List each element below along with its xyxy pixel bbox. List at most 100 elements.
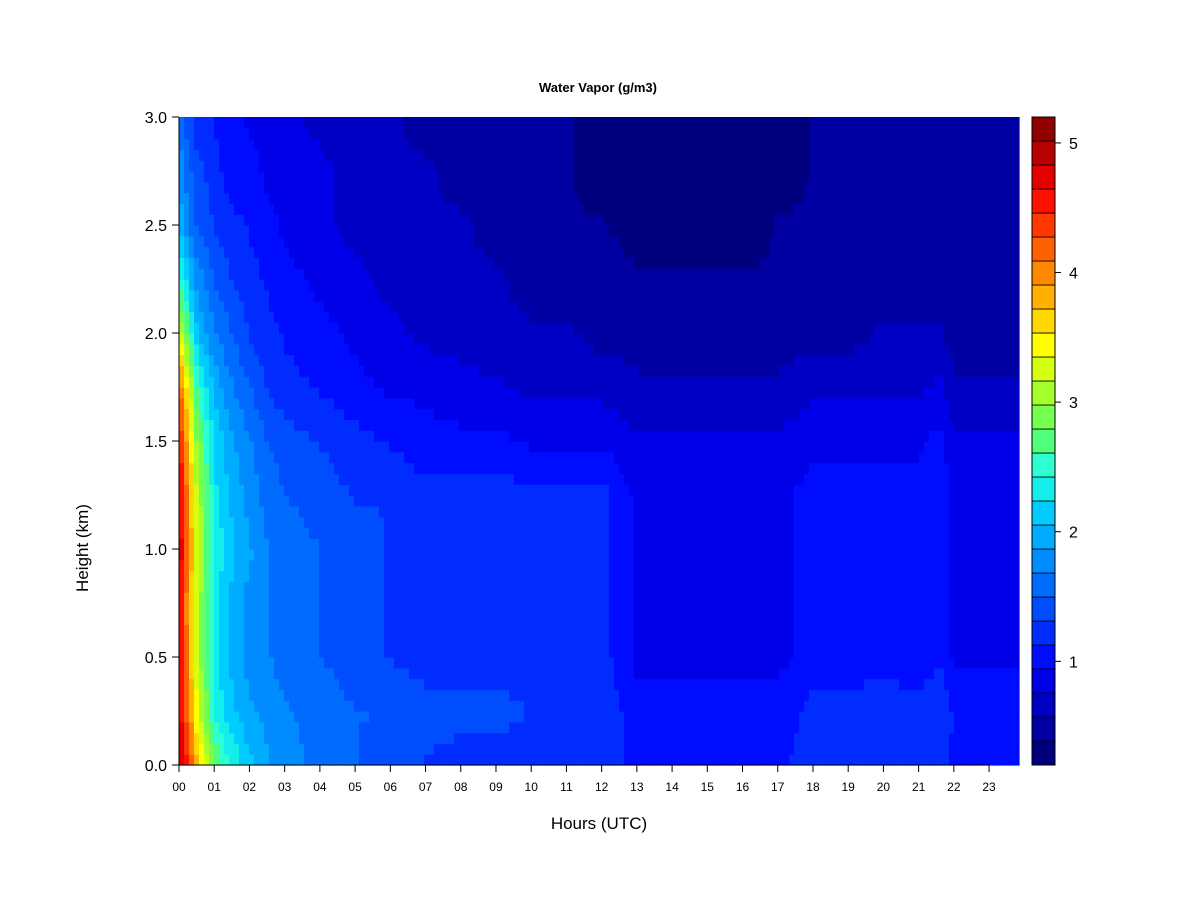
heatmap-cell (589, 711, 595, 723)
heatmap-cell (454, 397, 460, 410)
heatmap-cell (464, 657, 470, 669)
heatmap-cell (364, 181, 370, 194)
heatmap-cell (399, 635, 405, 647)
heatmap-cell (489, 214, 495, 226)
heatmap-cell (574, 257, 580, 269)
heatmap-cell (454, 343, 460, 356)
heatmap-cell (219, 408, 225, 420)
heatmap-cell (294, 505, 300, 518)
heatmap-cell (584, 246, 590, 258)
heatmap-cell (529, 430, 535, 442)
heatmap-cell (504, 667, 510, 680)
heatmap-cell (329, 246, 335, 258)
heatmap-cell (269, 592, 275, 604)
heatmap-cell (564, 225, 570, 237)
heatmap-cell (179, 624, 185, 636)
heatmap-cell (294, 430, 300, 442)
heatmap-cell (579, 592, 585, 604)
heatmap-cell (589, 300, 595, 312)
heatmap-cell (499, 689, 505, 701)
heatmap-cell (404, 279, 410, 291)
heatmap-cell (499, 235, 505, 248)
heatmap-cell (539, 203, 545, 215)
heatmap-cell (484, 581, 490, 593)
heatmap-cell (194, 311, 200, 323)
heatmap-cell (389, 203, 395, 215)
heatmap-cell (479, 311, 485, 323)
heatmap-cell (319, 192, 325, 204)
heatmap-cell (334, 387, 340, 399)
heatmap-cell (409, 225, 415, 237)
heatmap-cell (364, 149, 370, 161)
heatmap-cell (469, 192, 475, 204)
heatmap-cell (379, 225, 385, 237)
heatmap-cell (344, 624, 350, 636)
heatmap-cell (209, 279, 215, 291)
heatmap-cell (374, 289, 380, 302)
heatmap-cell (574, 387, 580, 399)
heatmap-cell (584, 343, 590, 356)
heatmap-cell (444, 646, 450, 658)
heatmap-cell (524, 603, 530, 615)
heatmap-cell (539, 613, 545, 626)
heatmap-cell (229, 689, 235, 701)
heatmap-cell (454, 613, 460, 626)
heatmap-cell (299, 527, 305, 539)
heatmap-cell (594, 657, 600, 669)
heatmap-cell (289, 678, 295, 690)
heatmap-cell (274, 257, 280, 269)
heatmap-cell (524, 570, 530, 582)
heatmap-cell (349, 246, 355, 258)
heatmap-cell (514, 570, 520, 582)
heatmap-cell (299, 117, 305, 129)
heatmap-cell (539, 408, 545, 420)
heatmap-cell (304, 397, 310, 410)
heatmap-cell (494, 419, 500, 431)
heatmap-cell (544, 214, 550, 226)
heatmap-cell (179, 397, 185, 410)
heatmap-cell (199, 570, 205, 582)
heatmap-cell (289, 505, 295, 518)
heatmap-cell (284, 700, 290, 712)
heatmap-cell (249, 473, 255, 485)
heatmap-cell (559, 117, 565, 129)
heatmap-cell (209, 160, 215, 172)
heatmap-cell (179, 689, 185, 701)
heatmap-cell (474, 624, 480, 636)
heatmap-cell (474, 462, 480, 474)
heatmap-cell (519, 149, 525, 161)
heatmap-cell (439, 225, 445, 237)
heatmap-cell (409, 732, 415, 744)
heatmap-cell (329, 311, 335, 323)
heatmap-cell (459, 570, 465, 582)
heatmap-cell (549, 711, 555, 723)
heatmap-cell (419, 117, 425, 129)
heatmap-cell (499, 246, 505, 258)
heatmap-cell (364, 127, 370, 140)
heatmap-cell (229, 559, 235, 572)
heatmap-cell (574, 646, 580, 658)
heatmap-cell (224, 592, 230, 604)
heatmap-cell (489, 387, 495, 399)
heatmap-cell (299, 732, 305, 744)
heatmap-cell (454, 246, 460, 258)
heatmap-cell (569, 214, 575, 226)
heatmap-cell (499, 646, 505, 658)
heatmap-cell (529, 408, 535, 420)
heatmap-cell (439, 322, 445, 334)
heatmap-cell (479, 570, 485, 582)
heatmap-cell (524, 527, 530, 539)
heatmap-cell (284, 570, 290, 582)
heatmap-cell (454, 430, 460, 442)
heatmap-cell (444, 354, 450, 366)
heatmap-cell (449, 689, 455, 701)
heatmap-cell (409, 203, 415, 215)
heatmap-cell (489, 484, 495, 496)
heatmap-cell (274, 127, 280, 140)
heatmap-cell (374, 484, 380, 496)
heatmap-cell (274, 732, 280, 744)
heatmap-cell (374, 268, 380, 280)
heatmap-cell (389, 678, 395, 690)
heatmap-cell (204, 624, 210, 636)
heatmap-cell (359, 505, 365, 518)
